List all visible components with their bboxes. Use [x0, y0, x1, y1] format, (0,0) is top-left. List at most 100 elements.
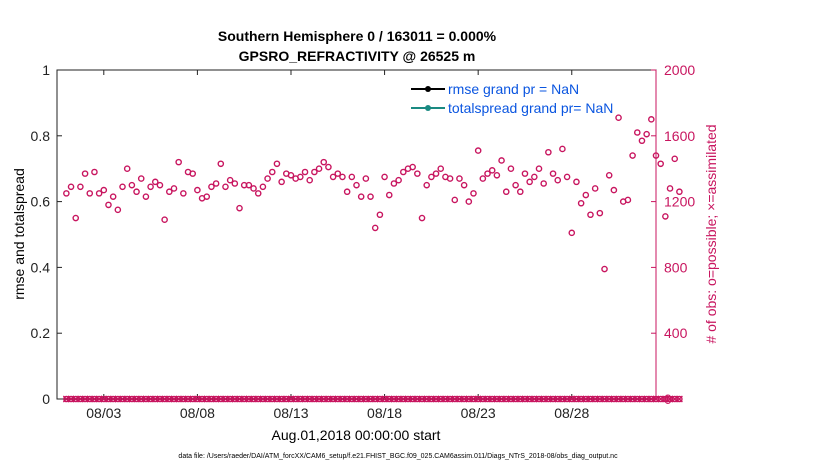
possible-obs-point [414, 170, 421, 177]
possible-obs-point [128, 181, 136, 189]
possible-obs-point [582, 191, 590, 199]
x-tick-label: 08/03 [86, 405, 121, 421]
possible-obs-point [516, 188, 524, 196]
possible-obs-point [493, 171, 501, 179]
possible-obs-point [507, 165, 515, 172]
possible-obs-point [147, 183, 154, 191]
possible-obs-point [334, 170, 342, 177]
possible-obs-point [460, 181, 468, 189]
legend-rmse-label: rmse grand pr = NaN [448, 81, 579, 97]
possible-obs-point [119, 183, 126, 191]
left-y-tick-label: 0.2 [31, 325, 51, 341]
possible-obs-zero-point [676, 395, 683, 403]
possible-obs-point [151, 178, 159, 186]
y-axis-label-right: # of obs: o=possible; ×=assimilated [703, 124, 719, 343]
x-tick-label: 08/08 [180, 405, 215, 421]
possible-obs-point [306, 176, 314, 184]
possible-obs-point [657, 160, 664, 168]
possible-obs-point [343, 188, 351, 196]
possible-obs-point [502, 188, 510, 196]
possible-obs-point [203, 193, 211, 200]
possible-obs-point [601, 265, 608, 273]
left-y-tick-label: 0.8 [31, 128, 51, 144]
possible-obs-point [100, 186, 108, 194]
chart-title-line-2: GPSRO_REFRACTIVITY @ 26525 m [239, 48, 476, 64]
possible-obs-point [395, 176, 402, 184]
possible-obs-point [591, 185, 599, 192]
possible-obs-point [399, 168, 407, 176]
possible-obs-point [95, 190, 103, 197]
possible-obs-point [161, 216, 168, 223]
possible-obs-point [648, 116, 655, 123]
possible-obs-point [456, 175, 463, 182]
possible-obs-point [676, 188, 683, 196]
possible-obs-point [175, 158, 182, 166]
possible-obs-point [484, 170, 491, 177]
possible-obs-point [348, 173, 356, 181]
possible-obs-point [381, 173, 388, 181]
x-tick-label: 08/13 [273, 405, 308, 421]
possible-obs-point [226, 176, 234, 184]
possible-obs-point [105, 201, 112, 209]
possible-obs-point [123, 165, 131, 172]
possible-obs-point [643, 130, 650, 138]
possible-obs-point [301, 168, 309, 176]
possible-obs-point [86, 190, 94, 197]
possible-obs-point [109, 193, 117, 200]
possible-obs-point [671, 155, 679, 163]
left-y-axis: 0 0.2 0.4 0.6 0.8 1 [31, 62, 62, 407]
left-y-tick-label: 0 [42, 391, 50, 407]
possible-obs-point [615, 114, 622, 121]
x-axis: 08/03 08/08 08/13 08/18 08/23 08/28 [86, 70, 589, 421]
possible-obs-point [245, 181, 253, 189]
possible-obs-point [325, 163, 332, 171]
possible-obs-point [605, 171, 613, 179]
y-axis-label-left: rmse and totalspread [11, 168, 27, 300]
x-tick-label: 08/18 [367, 405, 402, 421]
possible-obs-point [633, 129, 641, 136]
possible-obs-point [180, 190, 187, 197]
possible-obs-point [376, 211, 384, 219]
right-y-tick-label: 1600 [664, 128, 695, 144]
possible-obs-point [662, 213, 669, 220]
possible-obs-point [423, 181, 431, 189]
possible-obs-point [432, 170, 440, 177]
possible-obs-point [428, 173, 435, 181]
possible-obs-point [297, 173, 304, 181]
right-y-tick-label: 1200 [664, 194, 695, 210]
possible-obs-point [409, 163, 416, 171]
possible-obs-point [137, 175, 145, 182]
possible-obs-point [390, 180, 398, 187]
possible-obs-point [512, 181, 519, 189]
possible-obs-point [465, 198, 473, 205]
possible-obs-point [315, 165, 323, 172]
possible-obs-point [320, 158, 328, 166]
legend-rmse-marker [425, 86, 431, 92]
possible-obs-point [264, 175, 271, 182]
legend-totalspread-label: totalspread grand pr= NaN [448, 100, 613, 116]
left-y-tick-label: 0.6 [31, 194, 51, 210]
possible-obs-point [222, 183, 229, 191]
possible-obs-point [573, 178, 580, 186]
possible-obs-point [549, 170, 557, 177]
possible-obs-point [418, 214, 426, 222]
data-file-footer: data file: /Users/raeder/DAI/ATM_forcXX/… [178, 453, 618, 460]
possible-obs-point [451, 196, 459, 204]
possible-obs-point [133, 188, 140, 196]
possible-obs-point [554, 176, 562, 184]
possible-obs-point [231, 180, 239, 187]
possible-obs-point [156, 181, 164, 189]
possible-obs-point [526, 178, 533, 186]
possible-obs-point [559, 145, 566, 153]
possible-obs-point [259, 183, 267, 191]
possible-obs-point [437, 165, 445, 172]
possible-obs-point [371, 224, 379, 232]
possible-obs-point [357, 193, 365, 200]
possible-obs-point [545, 148, 552, 156]
possible-obs-point [254, 190, 262, 197]
possible-obs-point [236, 204, 243, 212]
possible-obs-series [63, 114, 683, 273]
possible-obs-point [353, 181, 360, 189]
possible-obs-point [329, 173, 337, 181]
possible-obs-point [114, 206, 122, 214]
